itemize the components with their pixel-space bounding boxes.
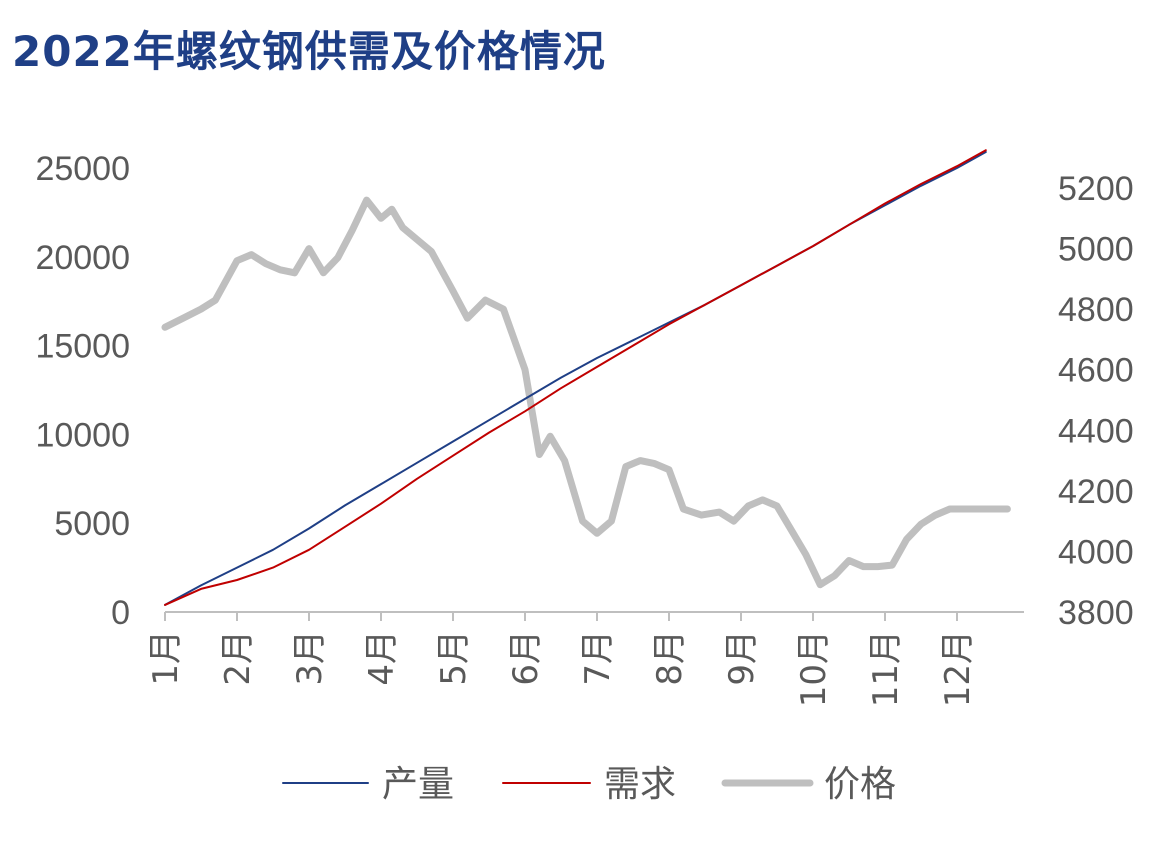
x-tick-label: 6月 <box>506 630 546 686</box>
y-right-tick-label: 4200 <box>1058 473 1134 511</box>
y-right-tick-label: 4400 <box>1058 412 1134 450</box>
y-right-tick-label: 5000 <box>1058 231 1134 269</box>
y-left-tick-label: 25000 <box>35 150 130 188</box>
series-line-price <box>161 196 1011 589</box>
x-tick-label: 8月 <box>650 630 690 686</box>
series-line-production <box>164 151 987 606</box>
series-line-demand <box>164 149 987 606</box>
x-tick-label: 11月 <box>866 630 906 707</box>
x-tick-label: 9月 <box>722 630 762 686</box>
y-right-tick-label: 5200 <box>1058 170 1134 208</box>
legend-label: 价格 <box>824 764 896 805</box>
x-tick-label: 1月 <box>146 630 186 686</box>
y-right-tick-label: 4000 <box>1058 533 1134 571</box>
x-tick-label: 4月 <box>362 630 402 686</box>
y-left-tick-label: 10000 <box>35 416 130 454</box>
y-left-tick-label: 0 <box>111 594 130 632</box>
chart-title: 2022年螺纹钢供需及价格情况 <box>12 27 606 76</box>
legend-label: 需求 <box>604 764 676 805</box>
x-tick-label: 10月 <box>794 630 834 707</box>
x-tick-label: 3月 <box>290 630 330 686</box>
y-right-tick-label: 3800 <box>1058 594 1134 632</box>
x-tick-label: 12月 <box>938 630 978 707</box>
x-tick-label: 2月 <box>218 630 258 686</box>
y-right-tick-label: 4800 <box>1058 291 1134 329</box>
x-tick-label: 5月 <box>434 630 474 686</box>
x-tick-label: 7月 <box>578 630 618 686</box>
y-left-tick-label: 20000 <box>35 239 130 277</box>
y-right-tick-label: 4600 <box>1058 352 1134 390</box>
y-left-tick-label: 5000 <box>54 505 130 543</box>
legend-label: 产量 <box>382 764 454 805</box>
y-left-tick-label: 15000 <box>35 328 130 366</box>
